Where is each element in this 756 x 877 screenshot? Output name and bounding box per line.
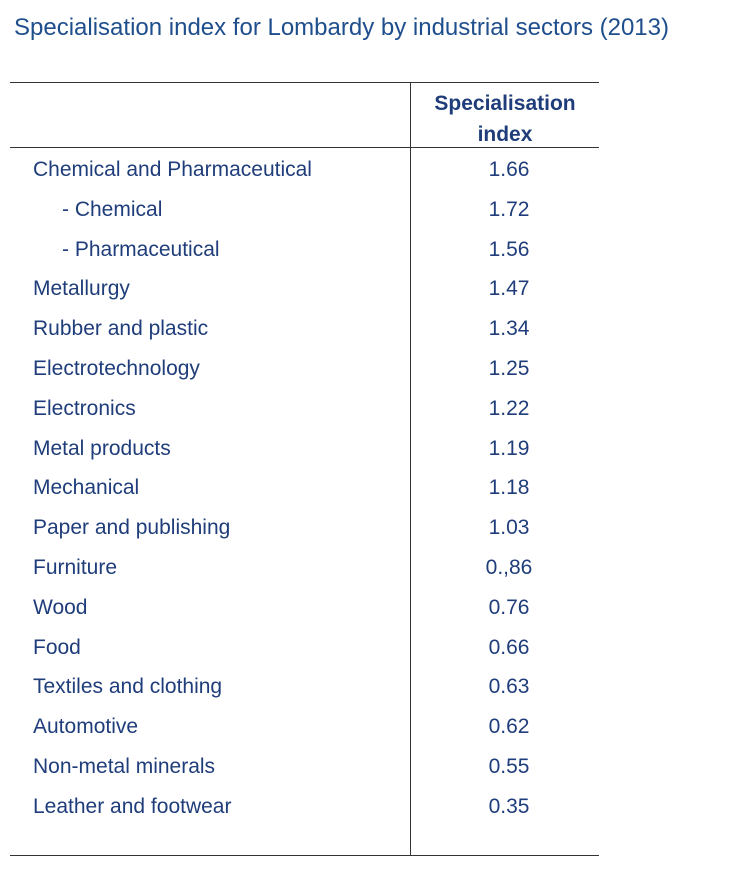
table-row: - Chemical 1.72	[0, 193, 600, 233]
column-header-specialisation-index: Specialisation index	[434, 92, 576, 146]
table-row: Non-metal minerals 0.55	[0, 750, 600, 790]
sector-label: - Chemical	[62, 197, 163, 221]
sector-label: Automotive	[33, 715, 139, 739]
specialisation-index-value: 1.66	[488, 158, 530, 181]
table-row: Paper and publishing 1.03	[0, 511, 600, 551]
specialisation-index-value: 1.03	[488, 516, 530, 540]
sector-label: - Pharmaceutical	[62, 237, 220, 261]
table-row: Electrotechnology 1.25	[0, 352, 600, 392]
table-row: Electronics 1.22	[0, 392, 600, 432]
table-body: Chemical and Pharmaceutical 1.66 - Chemica…	[0, 153, 600, 830]
page-title: Specialisation index for Lombardy by ind…	[14, 14, 669, 41]
sector-label: Paper and publishing	[33, 516, 231, 540]
sector-label: Metal products	[33, 436, 171, 460]
table-row: Metal products 1.19	[0, 432, 600, 472]
table-row: Leather and footwear 0.35	[0, 790, 600, 830]
table-top-rule	[10, 82, 599, 83]
table-row: Chemical and Pharmaceutical 1.66	[0, 153, 600, 193]
specialisation-index-value: 1.56	[488, 237, 530, 261]
specialisation-index-value: 0.62	[488, 715, 530, 739]
sector-label: Food	[33, 635, 81, 659]
table-row: Metallurgy 1.47	[0, 272, 600, 312]
specialisation-index-value: 0.35	[488, 794, 530, 818]
specialisation-index-value: 0.66	[488, 635, 530, 659]
sector-label: Furniture	[33, 555, 118, 579]
table-row: Mechanical 1.18	[0, 471, 600, 511]
sector-label: Wood	[33, 595, 88, 619]
specialisation-index-value: 1.25	[488, 356, 530, 380]
table-row: - Pharmaceutical 1.56	[0, 233, 600, 273]
table-row: Rubber and plastic 1.34	[0, 312, 600, 352]
specialisation-index-value: 1.34	[488, 317, 530, 341]
table-row: Wood 0.76	[0, 591, 600, 631]
specialisation-index-value: 0.63	[488, 675, 530, 699]
sector-label: Leather and footwear	[33, 794, 232, 818]
table-row: Furniture 0.,86	[0, 551, 600, 591]
specialisation-index-value: 1.47	[488, 277, 530, 301]
specialisation-index-value: 1.22	[488, 396, 530, 420]
table-row: Food 0.66	[0, 631, 600, 671]
specialisation-index-value: 1.19	[488, 436, 530, 460]
sector-label: Textiles and clothing	[33, 675, 223, 699]
table-row: Automotive 0.62	[0, 710, 600, 750]
specialisation-index-value: 0.,86	[485, 555, 533, 579]
sector-label: Rubber and plastic	[33, 317, 209, 341]
sector-label: Chemical and Pharmaceutical	[33, 158, 312, 181]
sector-label: Mechanical	[33, 476, 140, 500]
specialisation-index-value: 0.76	[488, 595, 530, 619]
table-row: Textiles and clothing 0.63	[0, 670, 600, 710]
table-header-rule	[10, 147, 599, 148]
specialisation-index-value: 1.18	[488, 476, 530, 500]
specialisation-index-value: 0.55	[488, 754, 530, 778]
sector-label: Non-metal minerals	[33, 754, 216, 778]
sector-label: Metallurgy	[33, 277, 130, 301]
sector-label: Electrotechnology	[33, 356, 200, 380]
specialisation-index-value: 1.72	[488, 197, 530, 221]
table-bottom-rule	[10, 855, 599, 856]
column-divider	[410, 82, 411, 856]
sector-label: Electronics	[33, 396, 136, 420]
